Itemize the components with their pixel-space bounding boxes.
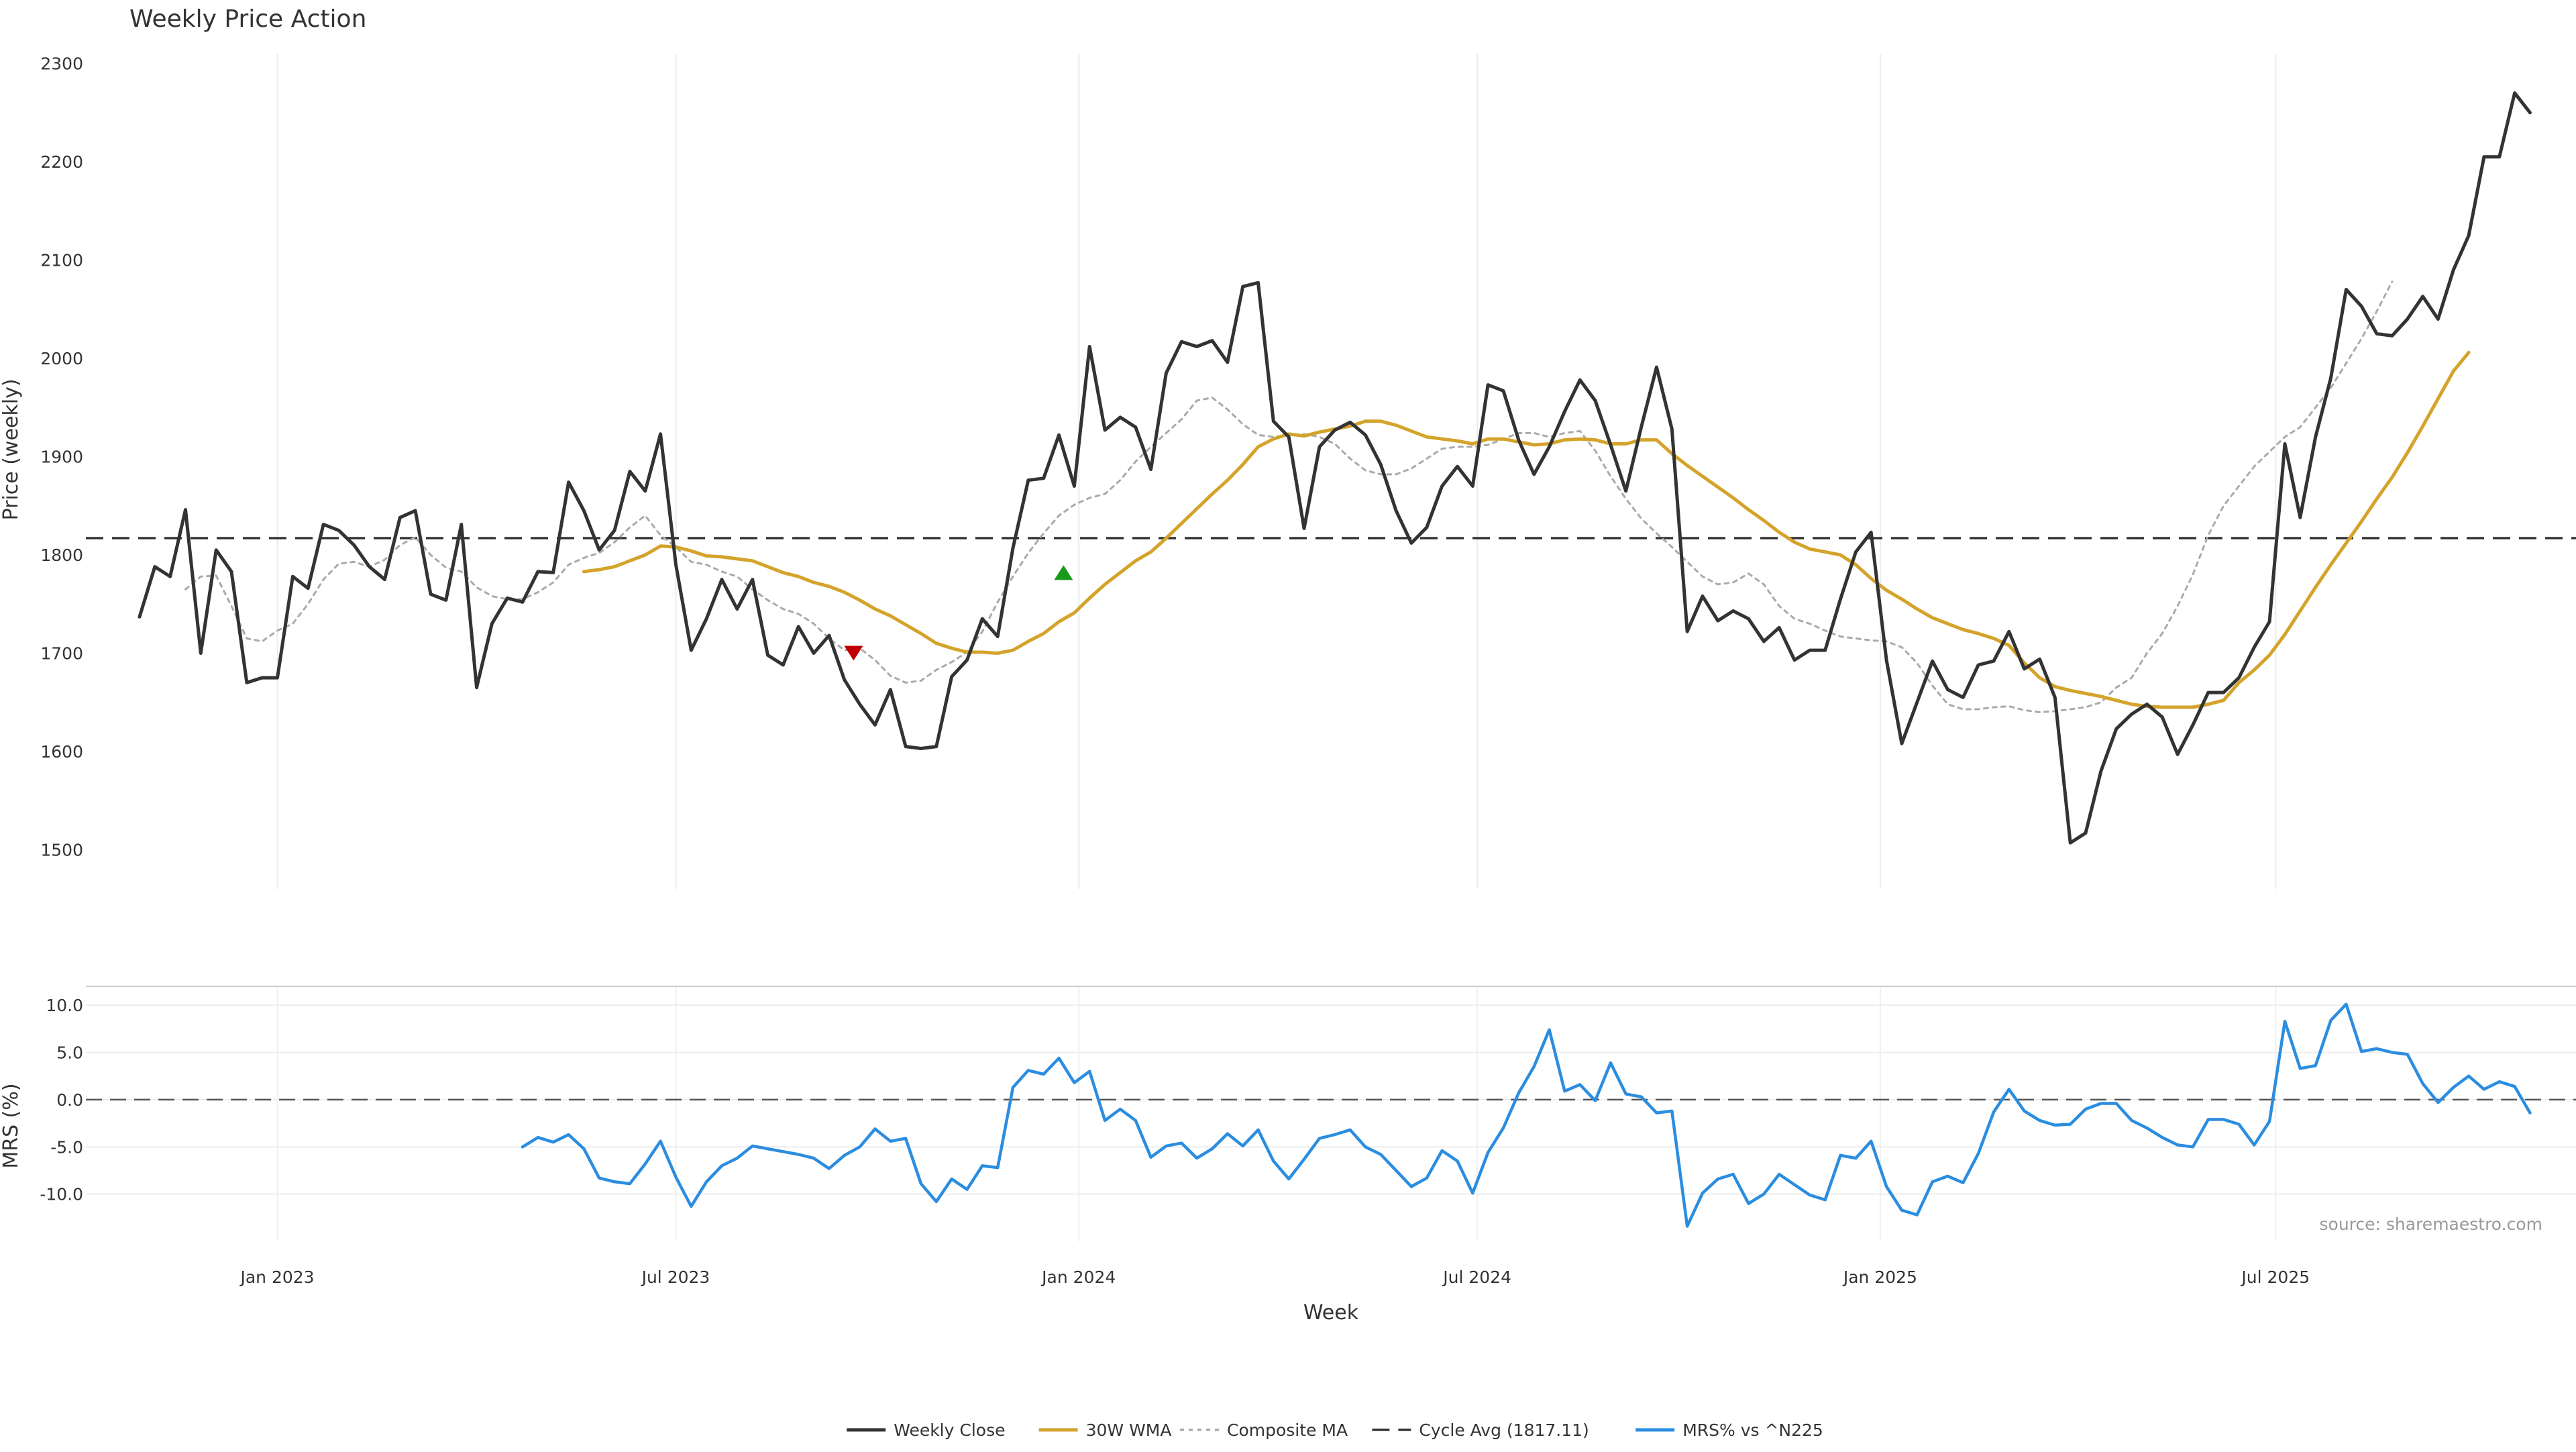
x-axis-label: Week: [1303, 1301, 1359, 1325]
mrs-axis-label: MRS (%): [0, 1083, 23, 1168]
mrs-tick-10-0: 10.0: [46, 996, 83, 1015]
sell-signal-marker: [844, 645, 863, 661]
x-tick-label-jul-2024: Jul 2024: [1442, 1267, 1511, 1287]
series-weekly-close: [138, 91, 2532, 845]
x-tick-label-jan-2023: Jan 2023: [239, 1267, 314, 1287]
x-tick-label-jul-2023: Jul 2023: [641, 1267, 710, 1287]
mrs-tick-5-0: 5.0: [56, 1043, 83, 1063]
legend-label-composite-ma: Composite MA: [1227, 1420, 1348, 1440]
source-label: source: sharemaestro.com: [2320, 1214, 2543, 1234]
price-axis-label: Price (weekly): [0, 378, 23, 520]
mrs-tick-10-0: -10.0: [40, 1185, 83, 1204]
price-tick-2000: 2000: [40, 349, 83, 368]
mrs-tick-0-0: 0.0: [56, 1090, 83, 1110]
series-layer: [86, 91, 2576, 1228]
x-tick-label-jan-2024: Jan 2024: [1040, 1267, 1116, 1287]
price-tick-1900: 1900: [40, 448, 83, 467]
price-tick-1800: 1800: [40, 546, 83, 565]
chart-title: Weekly Price Action: [129, 5, 366, 33]
series-mrs-vs-n225: [521, 1002, 2532, 1228]
legend-label-30w-wma: 30W WMA: [1086, 1420, 1172, 1440]
legend-label-cycle-avg-1817-11: Cycle Avg (1817.11): [1419, 1420, 1589, 1440]
price-tick-1500: 1500: [40, 840, 83, 860]
x-tick-label-jul-2025: Jul 2025: [2240, 1267, 2310, 1287]
legend: Weekly Close 30W WMA Composite MA Cycle Avg…: [847, 1420, 1823, 1440]
legend-label-mrs-vs-n225: MRS% vs ^N225: [1682, 1420, 1823, 1440]
price-tick-2200: 2200: [40, 152, 83, 172]
mrs-tick-5-0: -5.0: [50, 1137, 83, 1157]
series-composite-ma: [184, 280, 2394, 713]
label-layer: Weekly Price Action Price (weekly) MRS (…: [0, 5, 2542, 1325]
series-30w-wma: [582, 350, 2471, 709]
legend-label-weekly-close: Weekly Close: [894, 1420, 1005, 1440]
price-tick-1600: 1600: [40, 742, 83, 762]
price-tick-2100: 2100: [40, 251, 83, 270]
buy-signal-marker: [1054, 565, 1073, 580]
x-tick-label-jan-2025: Jan 2025: [1842, 1267, 1917, 1287]
grid-layer: [86, 54, 2576, 1241]
price-tick-1700: 1700: [40, 643, 83, 663]
price-tick-2300: 2300: [40, 54, 83, 74]
